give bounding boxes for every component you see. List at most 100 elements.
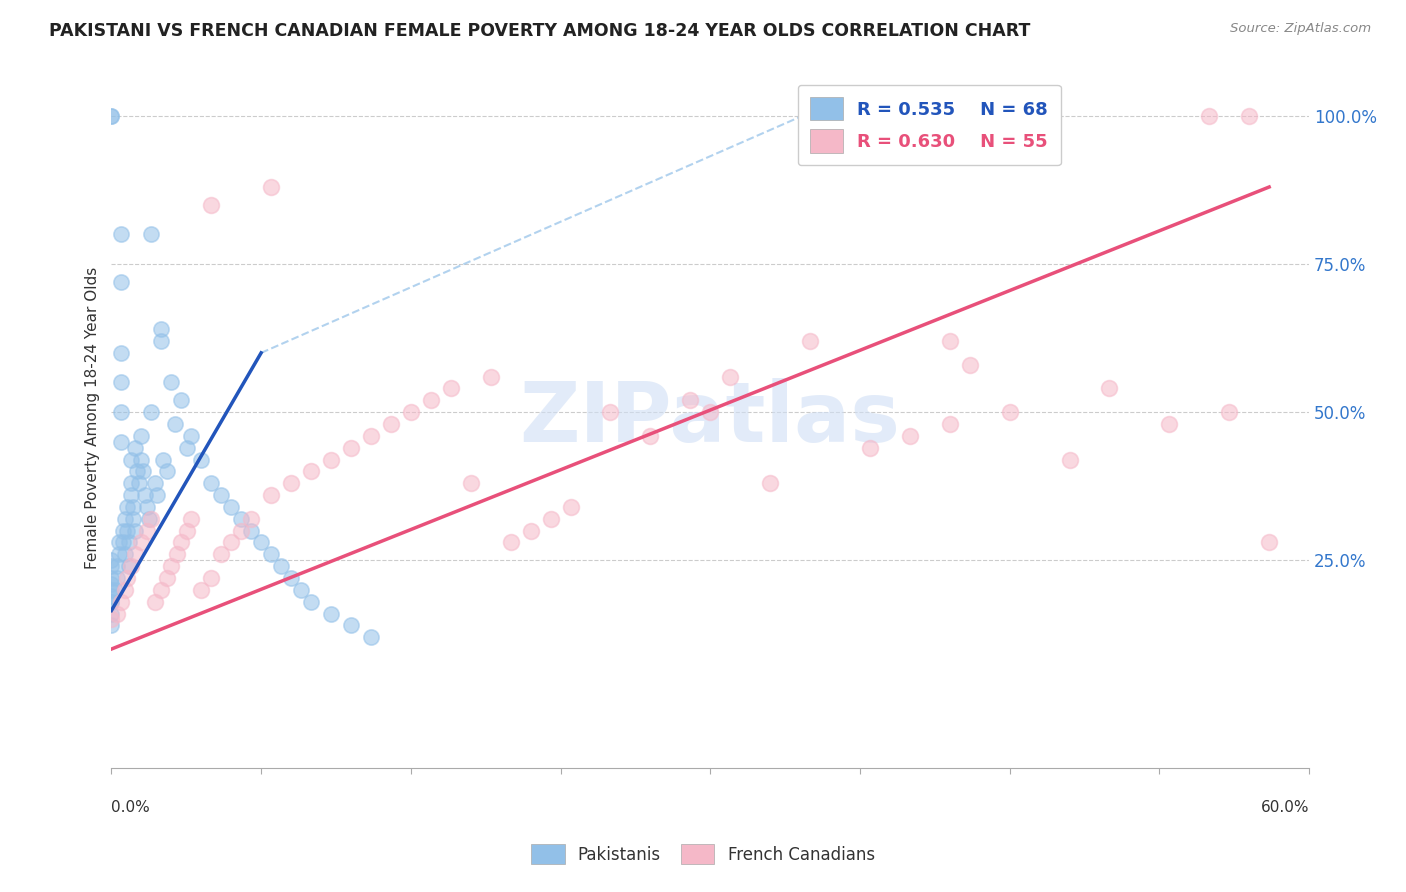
- Point: [128, 476, 150, 491]
- Point: [231, 524, 253, 538]
- Point: [260, 547, 283, 561]
- Point: [180, 512, 202, 526]
- Point: [180, 429, 202, 443]
- Point: [998, 405, 1021, 419]
- Point: [799, 334, 821, 348]
- Point: [112, 535, 135, 549]
- Text: 60.0%: 60.0%: [1261, 800, 1309, 815]
- Point: [319, 607, 342, 621]
- Point: [105, 559, 128, 574]
- Point: [759, 476, 782, 491]
- Legend: Pakistanis, French Canadians: Pakistanis, French Canadians: [524, 838, 882, 871]
- Point: [100, 553, 122, 567]
- Point: [640, 429, 662, 443]
- Point: [152, 452, 174, 467]
- Text: ZIPatlas: ZIPatlas: [520, 377, 901, 458]
- Text: Source: ZipAtlas.com: Source: ZipAtlas.com: [1230, 22, 1371, 36]
- Point: [127, 464, 149, 478]
- Point: [132, 464, 155, 478]
- Point: [143, 595, 166, 609]
- Point: [114, 512, 136, 526]
- Point: [117, 571, 139, 585]
- Point: [120, 476, 142, 491]
- Point: [299, 595, 322, 609]
- Point: [150, 322, 173, 336]
- Text: PAKISTANI VS FRENCH CANADIAN FEMALE POVERTY AMONG 18-24 YEAR OLDS CORRELATION CH: PAKISTANI VS FRENCH CANADIAN FEMALE POVE…: [49, 22, 1031, 40]
- Point: [120, 452, 142, 467]
- Point: [120, 488, 142, 502]
- Point: [939, 417, 962, 431]
- Point: [104, 582, 127, 597]
- Point: [117, 524, 139, 538]
- Point: [1098, 381, 1121, 395]
- Point: [141, 227, 163, 242]
- Point: [200, 571, 222, 585]
- Point: [165, 417, 187, 431]
- Point: [110, 434, 132, 449]
- Point: [399, 405, 422, 419]
- Point: [599, 405, 621, 419]
- Point: [146, 488, 169, 502]
- Point: [231, 512, 253, 526]
- Point: [141, 512, 163, 526]
- Point: [110, 376, 132, 390]
- Point: [150, 582, 173, 597]
- Point: [141, 405, 163, 419]
- Point: [340, 441, 363, 455]
- Point: [190, 582, 212, 597]
- Point: [898, 429, 921, 443]
- Point: [120, 559, 142, 574]
- Point: [100, 607, 122, 621]
- Point: [156, 464, 179, 478]
- Point: [260, 488, 283, 502]
- Point: [124, 547, 146, 561]
- Point: [143, 476, 166, 491]
- Point: [100, 577, 122, 591]
- Point: [100, 618, 122, 632]
- Point: [209, 488, 232, 502]
- Point: [360, 429, 382, 443]
- Point: [100, 571, 122, 585]
- Point: [100, 595, 122, 609]
- Point: [131, 429, 153, 443]
- Point: [122, 500, 145, 514]
- Point: [260, 180, 283, 194]
- Y-axis label: Female Poverty Among 18-24 Year Olds: Female Poverty Among 18-24 Year Olds: [86, 267, 100, 569]
- Point: [108, 535, 131, 549]
- Point: [190, 452, 212, 467]
- Point: [519, 524, 541, 538]
- Point: [124, 524, 146, 538]
- Point: [290, 582, 312, 597]
- Text: 0.0%: 0.0%: [111, 800, 150, 815]
- Point: [110, 227, 132, 242]
- Point: [122, 512, 145, 526]
- Point: [100, 109, 122, 123]
- Point: [150, 334, 173, 348]
- Point: [136, 524, 159, 538]
- Point: [100, 589, 122, 603]
- Point: [718, 369, 741, 384]
- Point: [219, 535, 242, 549]
- Point: [170, 535, 193, 549]
- Point: [100, 595, 122, 609]
- Point: [131, 452, 153, 467]
- Legend: R = 0.535    N = 68, R = 0.630    N = 55: R = 0.535 N = 68, R = 0.630 N = 55: [797, 85, 1060, 165]
- Point: [110, 346, 132, 360]
- Point: [1258, 535, 1281, 549]
- Point: [138, 512, 160, 526]
- Point: [200, 476, 222, 491]
- Point: [1198, 109, 1220, 123]
- Point: [110, 405, 132, 419]
- Point: [240, 524, 263, 538]
- Point: [114, 547, 136, 561]
- Point: [959, 358, 981, 372]
- Point: [240, 512, 263, 526]
- Point: [939, 334, 962, 348]
- Point: [112, 524, 135, 538]
- Point: [380, 417, 402, 431]
- Point: [176, 441, 198, 455]
- Point: [340, 618, 363, 632]
- Point: [100, 109, 122, 123]
- Point: [1159, 417, 1181, 431]
- Point: [209, 547, 232, 561]
